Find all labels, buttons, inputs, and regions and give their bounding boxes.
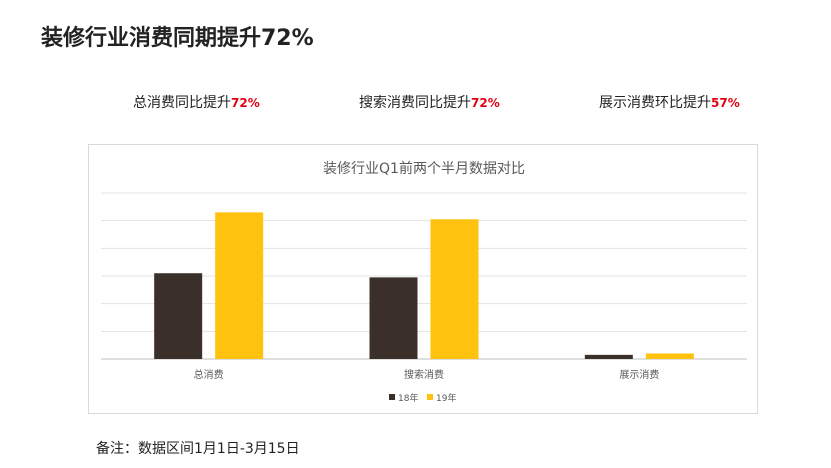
stat-value: 72% xyxy=(231,96,260,110)
stat-display-consumption: 展示消费环比提升57% xyxy=(599,92,740,112)
bar-series-18 xyxy=(154,273,203,359)
page-title: 装修行业消费同期提升72% xyxy=(41,26,314,51)
bar-series-18 xyxy=(584,354,633,359)
stat-value: 57% xyxy=(711,96,740,110)
category-label: 展示消费 xyxy=(619,368,659,381)
chart-frame: 装修行业Q1前两个半月数据对比总消费 搜索消费 展示消费 18年 19年 xyxy=(88,144,758,414)
legend-swatch xyxy=(389,394,395,400)
bar-series-19 xyxy=(430,219,479,359)
category-label: 搜索消费 xyxy=(404,368,444,381)
stat-total-consumption: 总消费同比提升72% xyxy=(133,92,260,112)
stat-label: 搜索消费同比提升 xyxy=(359,95,471,111)
legend-label: 18年 xyxy=(398,392,418,404)
legend-swatch xyxy=(427,394,433,400)
stat-search-consumption: 搜索消费同比提升72% xyxy=(359,92,500,112)
footnote: 备注：数据区间1月1日-3月15日 xyxy=(96,441,300,457)
bar-series-19 xyxy=(215,212,264,359)
stat-label: 总消费同比提升 xyxy=(133,95,231,111)
stat-value: 72% xyxy=(471,96,500,110)
category-label: 总消费 xyxy=(194,368,224,381)
legend-label: 19年 xyxy=(436,392,456,404)
chart-title: 装修行业Q1前两个半月数据对比 xyxy=(323,160,525,177)
bar-series-18 xyxy=(369,277,418,359)
stat-label: 展示消费环比提升 xyxy=(599,95,711,111)
bar-series-19 xyxy=(645,353,694,359)
